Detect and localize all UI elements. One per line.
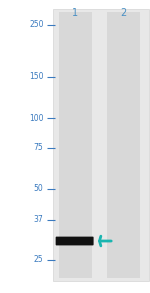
FancyBboxPatch shape (56, 237, 94, 246)
Text: 100: 100 (29, 114, 44, 123)
Text: 2: 2 (120, 8, 126, 18)
FancyBboxPatch shape (106, 12, 140, 278)
Text: 25: 25 (34, 255, 43, 264)
Text: 150: 150 (29, 72, 44, 81)
Text: 50: 50 (34, 185, 44, 193)
Text: 1: 1 (72, 8, 78, 18)
Text: 250: 250 (29, 21, 44, 29)
Text: 75: 75 (34, 143, 44, 152)
Text: 37: 37 (34, 215, 44, 224)
FancyBboxPatch shape (52, 9, 148, 281)
FancyBboxPatch shape (58, 12, 92, 278)
